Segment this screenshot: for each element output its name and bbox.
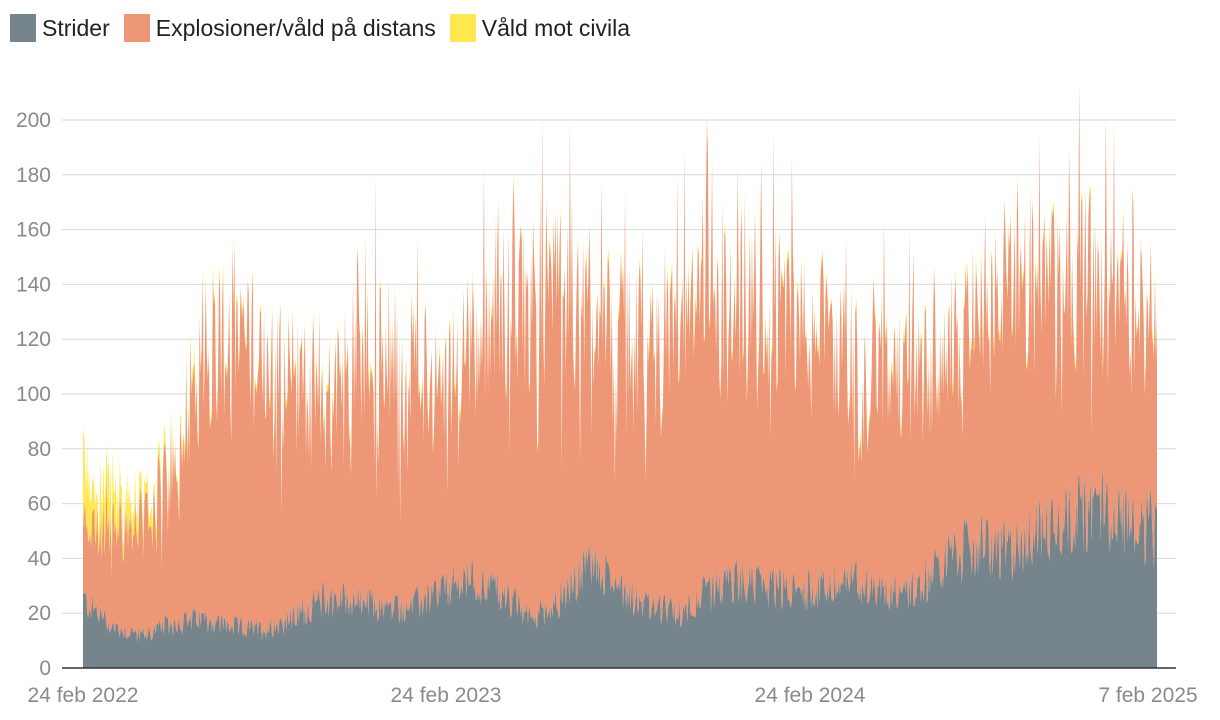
x-tick-label-1: 24 feb 2023: [391, 684, 502, 707]
area-layer: [83, 78, 1157, 668]
y-tick-label-20: 20: [28, 602, 51, 625]
y-tick-label-200: 200: [16, 109, 51, 132]
y-tick-label-160: 160: [16, 219, 51, 242]
legend-swatch-strider: [10, 14, 36, 42]
area-series-explosioner: [83, 78, 1157, 643]
y-tick-label-140: 140: [16, 273, 51, 296]
area-series-strider: [83, 467, 1157, 668]
legend-item-strider: Strider: [10, 14, 110, 42]
legend-swatch-vald-mot-civila: [449, 14, 476, 42]
legend: Strider Explosioner/våld på distans Våld…: [10, 14, 630, 42]
axis-layer: 24 feb 2022 24 feb 2023 24 feb 2024 7 feb 2…: [28, 667, 1198, 707]
y-tick-label-60: 60: [28, 493, 51, 516]
legend-label-strider: Strider: [42, 14, 110, 41]
legend-label-vald-mot-civila: Våld mot civila: [481, 14, 631, 41]
x-tick-label-0: 24 feb 2022: [28, 684, 139, 707]
y-tick-label-80: 80: [28, 438, 51, 461]
legend-swatch-explosioner: [123, 14, 150, 42]
legend-label-explosioner: Explosioner/våld på distans: [155, 14, 436, 41]
legend-item-explosioner: Explosioner/våld på distans: [123, 14, 436, 42]
x-tick-label-3: 7 feb 2025: [1098, 684, 1197, 707]
y-tick-label-40: 40: [28, 547, 51, 570]
y-tick-label-100: 100: [16, 383, 51, 406]
y-tick-label-120: 120: [16, 328, 51, 351]
legend-item-vald-mot-civila: Våld mot civila: [449, 14, 631, 42]
x-tick-label-2: 24 feb 2024: [755, 684, 866, 707]
y-tick-label-180: 180: [16, 164, 51, 187]
y-tick-label-0: 0: [39, 657, 51, 680]
